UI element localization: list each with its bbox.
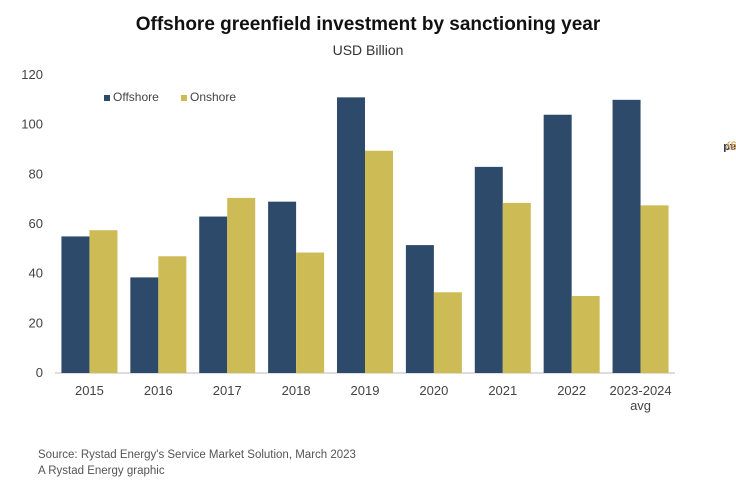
chart-subtitle: USD Billion [332,42,404,58]
y-tick-label: 100 [21,117,43,132]
x-tick-label: 2016 [144,383,173,398]
x-tick-label: 2017 [213,383,242,398]
brand-logo-part2: Energy [725,141,736,153]
bar-onshore-2020 [433,292,462,373]
bar-onshore-2016 [158,256,187,373]
bar-onshore-2019 [365,150,393,373]
bar-offshore-2023-2024-avg [612,99,641,373]
x-tick-label: 2022 [557,383,586,398]
bar-onshore-2021 [502,202,531,373]
bar-onshore-2015 [89,230,118,373]
bar-offshore-2022 [543,114,572,373]
footer: Source: Rystad Energy's Service Market S… [38,447,356,479]
bar-onshore-2023-2024-avg [640,205,669,373]
bar-offshore-2019 [337,97,365,373]
bar-offshore-2020 [405,245,434,373]
x-tick-label: 2018 [282,383,311,398]
x-tick-label: 2020 [419,383,448,398]
y-tick-label: 60 [29,216,43,231]
bar-offshore-2016 [130,277,159,373]
bar-offshore-2021 [474,166,503,373]
y-tick-label: 20 [29,315,43,330]
bar-offshore-2017 [199,216,228,373]
x-tick-label: 2023-2024 avg [609,383,671,413]
chart-title: Offshore greenfield investment by sancti… [135,14,601,35]
legend-label-offshore: Offshore [113,90,159,104]
legend-label-onshore: Onshore [190,90,236,104]
x-tick-label: 2021 [488,383,517,398]
credit-note: A Rystad Energy graphic [38,465,165,477]
y-tick-label: 0 [36,365,43,380]
bar-offshore-2018 [268,201,297,373]
bar-onshore-2017 [227,197,256,373]
legend-swatch-offshore [104,95,110,101]
y-tick-label: 80 [29,166,43,181]
x-tick-label: 2015 [75,383,104,398]
bar-onshore-2022 [571,296,600,373]
bar-onshore-2018 [296,252,325,373]
y-tick-label: 120 [21,67,43,82]
source-note: Source: Rystad Energy's Service Market S… [38,449,356,461]
bar-offshore-2015 [61,236,90,373]
x-tick-label: 2019 [351,383,380,398]
legend-swatch-onshore [181,95,187,101]
y-tick-label: 40 [29,266,43,281]
